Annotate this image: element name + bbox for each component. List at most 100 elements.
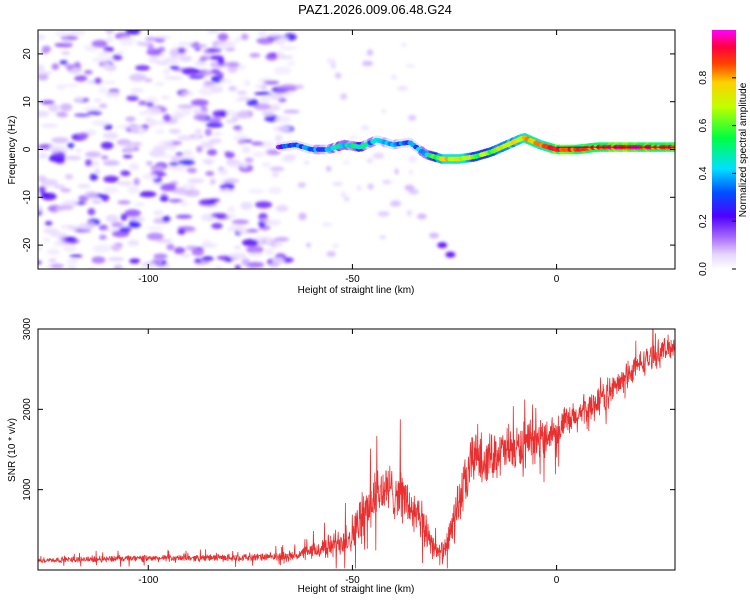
spectrogram-xtick-label: -50 xyxy=(345,274,360,285)
spectrogram-noise-field xyxy=(38,30,456,269)
spectrogram-noise-cell xyxy=(240,33,249,41)
spectrogram-ylabel: Frequency (Hz) xyxy=(7,116,18,185)
spectrogram-noise-cell xyxy=(200,105,208,111)
spectrogram-noise-cell xyxy=(128,163,140,170)
spectrogram-noise-cell xyxy=(118,36,136,43)
spectrogram-noise-cell xyxy=(134,201,146,208)
spectrogram-noise-cell xyxy=(38,64,45,72)
spectrogram-noise-cell xyxy=(117,200,131,205)
spectrogram-noise-cell xyxy=(209,138,222,144)
spectrogram-noise-cell xyxy=(120,41,134,46)
spectrogram-noise-cell xyxy=(148,57,159,63)
spectrogram-noise-cell xyxy=(129,73,147,82)
spectrogram-noise-cell xyxy=(61,51,71,55)
spectrogram-noise-cell xyxy=(103,46,115,53)
spectrogram-ytick-label: 0 xyxy=(22,146,33,152)
spectrogram-noise-cell xyxy=(103,160,120,166)
spectrogram-noise-cell xyxy=(401,43,407,47)
spectrogram-noise-cell xyxy=(356,184,362,192)
spectrogram-noise-cell xyxy=(219,184,228,190)
spectrogram-noise-cell xyxy=(66,265,77,269)
spectrogram-noise-cell xyxy=(180,91,195,96)
spectrogram-noise-cell xyxy=(207,117,222,124)
spectrogram-noise-cell xyxy=(246,229,259,233)
spectrogram-noise-cell xyxy=(240,163,249,169)
spectrogram-noise-cell xyxy=(248,252,264,257)
spectrogram-noise-cell xyxy=(41,49,49,55)
spectrogram-noise-cell xyxy=(210,213,228,218)
spectrogram-noise-cell xyxy=(116,181,133,186)
spectrogram-noise-cell xyxy=(225,118,238,124)
spectrogram-noise-cell xyxy=(379,235,387,239)
spectrogram-noise-cell xyxy=(75,148,82,153)
spectrogram-noise-cell xyxy=(255,201,273,209)
spectrogram-noise-cell xyxy=(201,256,214,262)
spectrogram-noise-cell xyxy=(193,133,201,141)
spectrogram-noise-cell xyxy=(247,189,265,194)
spectrogram-noise-cell xyxy=(238,96,251,101)
colorbar-tick-label: 0.0 xyxy=(698,262,709,276)
spectrogram-noise-cell xyxy=(162,114,172,122)
spectrogram-noise-cell xyxy=(156,239,173,243)
spectrogram-noise-cell xyxy=(65,155,82,161)
spectrogram-noise-cell xyxy=(146,226,164,231)
spectrogram-noise-cell xyxy=(297,182,306,188)
spectrogram-noise-cell xyxy=(40,100,55,105)
spectrogram-noise-cell xyxy=(111,246,121,252)
spectrogram-noise-cell xyxy=(267,52,279,57)
spectrogram-noise-cell xyxy=(240,201,253,210)
spectrogram-noise-cell xyxy=(231,219,249,225)
spectrogram-noise-cell xyxy=(119,227,132,233)
spectrogram-noise-cell xyxy=(38,186,46,194)
spectrogram-noise-cell xyxy=(228,85,237,92)
snr-xtick-label: 0 xyxy=(554,575,560,586)
spectrogram-noise-cell xyxy=(177,47,186,54)
snr-frame xyxy=(37,328,676,571)
spectrogram-noise-cell xyxy=(322,222,333,227)
colorbar-label: Normalized spectral amplitude xyxy=(738,82,749,217)
spectrogram-noise-cell xyxy=(261,110,275,117)
spectrogram-noise-cell xyxy=(53,184,66,189)
spectrogram-noise-cell xyxy=(260,218,269,223)
spectrogram-noise-cell xyxy=(38,175,47,182)
spectrogram-noise-cell xyxy=(113,264,123,269)
spectrogram-noise-cell xyxy=(372,152,385,159)
spectrogram-noise-cell xyxy=(210,85,224,94)
spectrogram-noise-cell xyxy=(229,252,247,260)
spectrogram-noise-cell xyxy=(279,36,289,43)
spectrogram-noise-cell xyxy=(91,200,102,204)
spectrogram-noise-cell xyxy=(249,53,261,58)
spectrogram-noise-cell xyxy=(127,239,140,246)
spectrogram-noise-cell xyxy=(160,183,177,192)
spectrogram-noise-cell xyxy=(361,60,374,66)
spectrogram-noise-cell xyxy=(137,126,146,135)
spectrogram-noise-cell xyxy=(155,35,172,40)
spectrogram-noise-cell xyxy=(145,36,156,42)
spectrogram-noise-cell xyxy=(205,170,215,177)
spectrogram-noise-cell xyxy=(283,109,300,114)
snr-marks xyxy=(38,329,675,569)
spectrogram-noise-cell xyxy=(261,162,272,168)
spectrogram-noise-cell xyxy=(284,154,296,162)
spectrogram-branch-cell xyxy=(445,251,456,258)
spectrogram-noise-cell xyxy=(236,90,248,96)
spectrogram-noise-cell xyxy=(105,91,121,98)
spectrogram-branch-cell xyxy=(404,184,415,191)
spectrogram-noise-cell xyxy=(236,225,247,234)
spectrogram-noise-cell xyxy=(168,161,179,167)
spectrogram-noise-cell xyxy=(275,204,289,212)
spectrogram-noise-cell xyxy=(100,141,114,150)
spectrogram-noise-cell xyxy=(42,237,50,243)
spectrogram-xtick-label: -100 xyxy=(138,274,158,285)
spectrogram-noise-cell xyxy=(212,111,226,118)
spectrogram-noise-cell xyxy=(298,212,307,221)
spectrogram-noise-cell xyxy=(177,104,195,109)
spectrogram-noise-cell xyxy=(367,183,374,190)
spectrogram-noise-cell xyxy=(38,152,48,159)
spectrogram-noise-cell xyxy=(278,97,287,103)
spectrogram-noise-cell xyxy=(177,42,195,46)
spectrogram-noise-cell xyxy=(43,228,59,235)
spectrogram-noise-cell xyxy=(141,124,150,129)
spectrogram-noise-cell xyxy=(55,83,67,90)
spectrogram-noise-cell xyxy=(85,151,102,158)
